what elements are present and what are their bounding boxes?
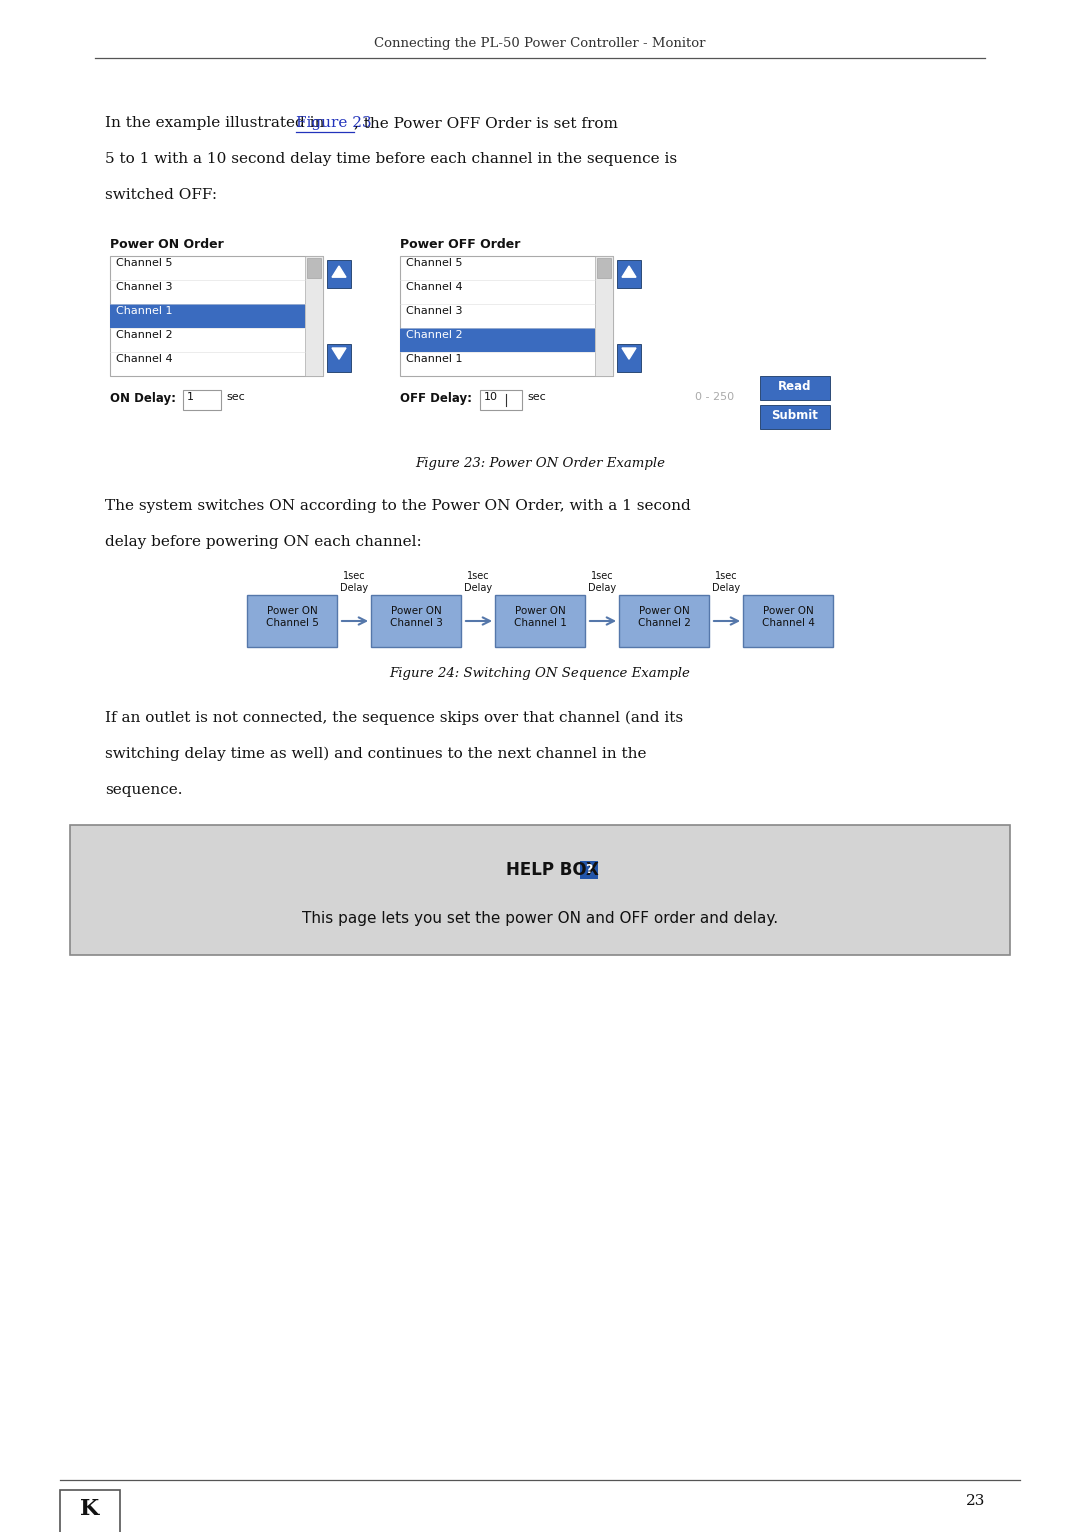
Bar	[307, 257, 321, 277]
Text: 23: 23	[966, 1494, 985, 1507]
Text: sec: sec	[226, 392, 245, 401]
Bar	[183, 391, 221, 411]
Bar	[495, 594, 585, 647]
Text: K: K	[80, 1498, 99, 1520]
Text: sec: sec	[527, 392, 545, 401]
Text: Power ON
Channel 1: Power ON Channel 1	[514, 607, 566, 628]
Text: Power ON
Channel 5: Power ON Channel 5	[266, 607, 319, 628]
Bar	[372, 594, 461, 647]
Text: Channel 1: Channel 1	[116, 306, 173, 316]
Text: The system switches ON according to the Power ON Order, with a 1 second: The system switches ON according to the …	[105, 499, 691, 513]
Text: ON Delay:: ON Delay:	[110, 392, 176, 404]
Text: Channel 5: Channel 5	[406, 257, 462, 268]
Polygon shape	[332, 267, 346, 277]
Text: In the example illustrated in: In the example illustrated in	[105, 116, 329, 130]
Text: 1: 1	[187, 392, 194, 401]
Bar	[619, 594, 708, 647]
Text: 0 - 250: 0 - 250	[696, 392, 734, 401]
Text: Channel 4: Channel 4	[406, 282, 462, 293]
Text: Channel 4: Channel 4	[116, 354, 173, 365]
Bar	[760, 375, 831, 400]
Text: switched OFF:: switched OFF:	[105, 188, 217, 202]
Bar	[580, 861, 598, 879]
Text: Channel 3: Channel 3	[406, 306, 462, 316]
Text: switching delay time as well) and continues to the next channel in the: switching delay time as well) and contin…	[105, 748, 647, 761]
Text: Power ON
Channel 2: Power ON Channel 2	[637, 607, 690, 628]
Text: Channel 1: Channel 1	[406, 354, 462, 365]
Bar	[247, 594, 337, 647]
Text: 5 to 1 with a 10 second delay time before each channel in the sequence is: 5 to 1 with a 10 second delay time befor…	[105, 152, 677, 165]
Text: Figure 23: Power ON Order Example: Figure 23: Power ON Order Example	[415, 457, 665, 470]
Bar	[617, 345, 642, 372]
Bar	[617, 260, 642, 288]
Text: 1sec
Delay: 1sec Delay	[340, 571, 368, 593]
Text: Figure 24: Switching ON Sequence Example: Figure 24: Switching ON Sequence Example	[390, 666, 690, 680]
Text: Channel 2: Channel 2	[116, 329, 173, 340]
Text: Channel 3: Channel 3	[116, 282, 173, 293]
Text: delay before powering ON each channel:: delay before powering ON each channel:	[105, 535, 422, 548]
Text: Connecting the PL-50 Power Controller - Monitor: Connecting the PL-50 Power Controller - …	[375, 37, 705, 51]
Text: Figure 23: Figure 23	[296, 116, 372, 130]
Bar	[743, 594, 833, 647]
Bar	[760, 404, 831, 429]
Bar	[327, 345, 351, 372]
Text: ?: ?	[585, 863, 593, 876]
Text: If an outlet is not connected, the sequence skips over that channel (and its: If an outlet is not connected, the seque…	[105, 711, 684, 725]
Polygon shape	[622, 267, 636, 277]
Text: Channel 5: Channel 5	[116, 257, 173, 268]
Bar	[305, 256, 323, 375]
Bar	[595, 256, 613, 375]
Bar	[400, 328, 595, 352]
Text: HELP BOX: HELP BOX	[507, 861, 599, 879]
Text: This page lets you set the power ON and OFF order and delay.: This page lets you set the power ON and …	[302, 912, 778, 925]
Polygon shape	[622, 348, 636, 358]
Text: Power ON Order: Power ON Order	[110, 237, 224, 251]
Text: Read: Read	[779, 380, 812, 394]
Bar	[110, 303, 305, 328]
Text: 1sec
Delay: 1sec Delay	[464, 571, 492, 593]
Bar	[480, 391, 522, 411]
Bar	[327, 260, 351, 288]
Text: Power ON
Channel 4: Power ON Channel 4	[761, 607, 814, 628]
Bar	[597, 257, 611, 277]
Text: Power ON
Channel 3: Power ON Channel 3	[390, 607, 443, 628]
Text: 1sec
Delay: 1sec Delay	[712, 571, 740, 593]
Text: Power OFF Order: Power OFF Order	[400, 237, 521, 251]
Bar	[60, 1491, 120, 1532]
Bar	[400, 256, 613, 375]
Bar	[110, 256, 323, 375]
Bar	[70, 826, 1010, 954]
Text: 1sec
Delay: 1sec Delay	[588, 571, 616, 593]
Text: 10: 10	[484, 392, 498, 401]
Polygon shape	[332, 348, 346, 358]
Text: OFF Delay:: OFF Delay:	[400, 392, 472, 404]
Text: sequence.: sequence.	[105, 783, 183, 797]
Text: Submit: Submit	[771, 409, 819, 421]
Text: , the Power OFF Order is set from: , the Power OFF Order is set from	[353, 116, 618, 130]
Text: Channel 2: Channel 2	[406, 329, 462, 340]
